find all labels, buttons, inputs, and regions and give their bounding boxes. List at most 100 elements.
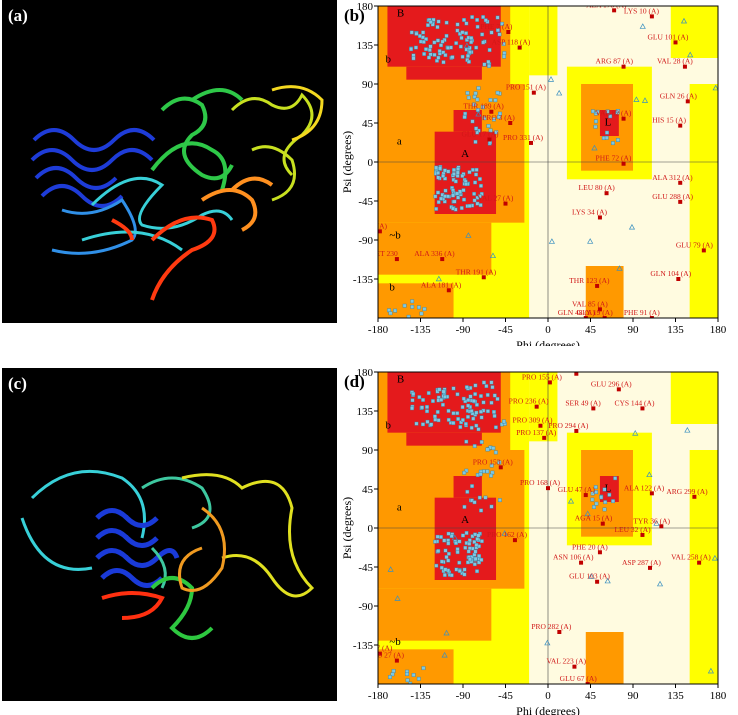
residue-label: PRO 3 (A) (482, 113, 515, 122)
residue-label: AGA 15 (A) (575, 514, 613, 523)
ramachandran-plot-b: Bb a A L ~b b ALA 178 (A)LYS 10 (A) PHE 7 (A) GL… (340, 1, 727, 346)
residue-point (462, 567, 467, 572)
residue-point (456, 417, 461, 421)
residue-point (479, 557, 484, 562)
residue-point (482, 380, 486, 385)
labeled-residue-point (649, 14, 654, 19)
residue-point (474, 167, 479, 172)
residue-point (406, 314, 411, 318)
residue-point (409, 47, 414, 52)
labeled-residue-point (583, 493, 588, 498)
residue-point (416, 676, 421, 681)
labeled-residue-point (676, 277, 681, 281)
glycine-point (544, 639, 551, 646)
residue-point (470, 15, 475, 20)
residue-point (474, 423, 479, 428)
residue-point (444, 20, 449, 25)
glycine-point (641, 97, 649, 103)
residue-label: LYS 27 (A) (369, 651, 405, 660)
residue-point (462, 18, 466, 22)
residue-point (611, 499, 615, 504)
residue-point (391, 669, 396, 673)
glycine-point (687, 51, 694, 58)
glycine-point (707, 667, 714, 674)
residue-point (455, 22, 460, 27)
residue-point (451, 172, 456, 176)
residue-point (458, 44, 463, 49)
labeled-residue-point (547, 380, 552, 385)
labeled-residue-point (498, 465, 503, 470)
residue-label: GLU 47 (A) (558, 485, 596, 494)
labeled-residue-point (591, 406, 596, 411)
residue-point (473, 139, 478, 144)
residue-point (432, 52, 437, 57)
residue-point (485, 393, 490, 397)
residue-point (431, 17, 436, 22)
residue-point (466, 54, 470, 58)
labeled-residue-point (538, 423, 543, 428)
residue-label: PRO 331 (A) (503, 133, 544, 142)
residue-point (443, 176, 447, 181)
labeled-residue-point (529, 140, 533, 145)
residue-point (489, 504, 494, 509)
residue-point (464, 182, 469, 187)
residue-point (485, 447, 490, 452)
residue-point (428, 52, 433, 57)
residue-point (446, 169, 451, 174)
residue-point (485, 409, 490, 414)
residue-point (502, 51, 507, 56)
residue-point (446, 408, 451, 413)
residue-point (481, 40, 486, 45)
residue-label: GLY 19 (A) (577, 308, 614, 317)
residue-point (440, 39, 445, 44)
y-tick-label: 135 (357, 406, 374, 418)
residue-point (439, 397, 444, 402)
residue-point (464, 31, 468, 36)
glycine-point (656, 580, 664, 587)
residue-point (437, 387, 442, 392)
residue-point (477, 560, 481, 565)
residue-point (440, 559, 444, 564)
residue-point (436, 200, 441, 205)
residue-point (441, 389, 446, 394)
residue-label: GLU 103 (A) (569, 572, 610, 581)
glycine-point (567, 497, 575, 504)
residue-point (486, 59, 491, 64)
residue-point (469, 40, 474, 45)
residue-point (472, 444, 477, 449)
residue-point (475, 130, 479, 135)
x-tick-label: 180 (710, 324, 727, 336)
residue-point (473, 392, 478, 397)
region-generously-allowed (529, 6, 558, 76)
residue-point (441, 402, 445, 407)
residue-point (497, 32, 502, 37)
residue-point (470, 167, 475, 172)
residue-point (465, 489, 470, 494)
residue-point (473, 383, 478, 388)
residue-point (436, 175, 441, 180)
residue-label: PRO 162 (A) (487, 530, 528, 539)
region-letter: b (389, 281, 395, 293)
residue-point (460, 418, 465, 422)
residue-label: MET 230 (369, 249, 398, 258)
residue-point (501, 42, 506, 46)
residue-label: SER 49 (A) (565, 398, 601, 407)
residue-point (421, 666, 426, 671)
labeled-residue-point (649, 491, 654, 496)
residue-point (461, 533, 465, 538)
residue-point (457, 560, 462, 565)
residue-point (475, 108, 480, 112)
glycine-point (711, 554, 718, 561)
residue-point (473, 556, 478, 561)
residue-label: GLU 101 (A) (648, 32, 689, 41)
residue-point (410, 406, 414, 411)
residue-label: GLN 48 (A) (558, 308, 596, 317)
region-letter: ~b (389, 229, 401, 241)
residue-label: ALA 336 (A) (414, 249, 455, 258)
residue-point (459, 206, 464, 210)
residue-point (479, 415, 484, 420)
region-additional-allowed (378, 222, 492, 275)
residue-point (446, 541, 451, 546)
y-tick-label: -90 (358, 235, 373, 247)
glycine-point (646, 471, 653, 478)
